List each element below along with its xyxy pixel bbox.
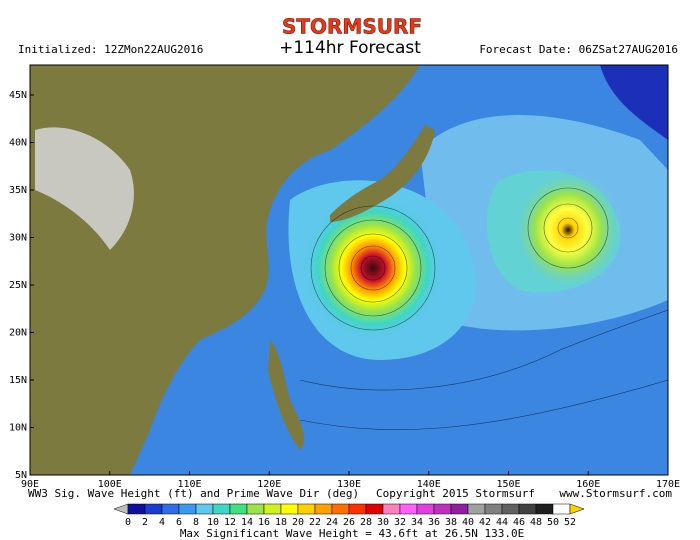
lat-label: 25N xyxy=(9,280,27,291)
lon-label: 120E xyxy=(257,479,281,490)
colorbar-swatch xyxy=(263,503,282,515)
colorbar-swatch xyxy=(297,503,316,515)
initialized: Initialized: 12ZMon22AUG2016 xyxy=(18,43,203,56)
lon-label: 100E xyxy=(98,479,122,490)
colorbar-label: 10 xyxy=(207,517,219,528)
lat-label: 45N xyxy=(9,90,27,101)
lat-label: 15N xyxy=(9,375,27,386)
colorbar-label: 36 xyxy=(428,517,440,528)
colorbar-label: 30 xyxy=(377,517,389,528)
colorbar-low-arrow xyxy=(113,503,129,515)
colorbar-label: 20 xyxy=(292,517,304,528)
colorbar-swatch xyxy=(382,503,401,515)
map xyxy=(30,65,668,475)
colorbar-swatch xyxy=(195,503,214,515)
colorbar-label: 18 xyxy=(275,517,287,528)
colorbar-label: 6 xyxy=(176,517,182,528)
colorbar-label: 14 xyxy=(241,517,253,528)
colorbar-swatch xyxy=(535,503,554,515)
colorbar-swatch xyxy=(501,503,520,515)
logo: STORMSURF xyxy=(282,15,422,39)
colorbar-high-arrow xyxy=(569,503,585,515)
colorbar-swatch xyxy=(331,503,350,515)
colorbar-label: 38 xyxy=(445,517,457,528)
lon-label: 90E xyxy=(21,479,39,490)
colorbar-label: 24 xyxy=(326,517,338,528)
colorbar-swatch xyxy=(365,503,384,515)
colorbar-label: 8 xyxy=(193,517,199,528)
colorbar-label: 50 xyxy=(547,517,559,528)
colorbar-swatch xyxy=(399,503,418,515)
forecast-date: Forecast Date: 06ZSat27AUG2016 xyxy=(479,43,678,56)
colorbar-label: 12 xyxy=(224,517,236,528)
lat-label: 30N xyxy=(9,233,27,244)
colorbar-swatch xyxy=(433,503,452,515)
colorbar-label: 52 xyxy=(564,517,576,528)
colorbar-label: 32 xyxy=(394,517,406,528)
colorbar-label: 34 xyxy=(411,517,423,528)
max-wave-note: Max Significant Wave Height = 43.6ft at … xyxy=(180,527,524,540)
colorbar-swatch xyxy=(212,503,231,515)
colorbar-label: 2 xyxy=(142,517,148,528)
colorbar-label: 44 xyxy=(496,517,508,528)
colorbar-label: 48 xyxy=(530,517,542,528)
colorbar-label: 28 xyxy=(360,517,372,528)
lon-label: 150E xyxy=(496,479,520,490)
lat-label: 35N xyxy=(9,185,27,196)
colorbar-swatch xyxy=(280,503,299,515)
colorbar-label: 22 xyxy=(309,517,321,528)
lon-label: 130E xyxy=(337,479,361,490)
lon-label: 160E xyxy=(576,479,600,490)
copyright: Copyright 2015 Stormsurf xyxy=(376,487,535,500)
colorbar-swatch xyxy=(450,503,469,515)
colorbar: 0 2 4 6 8 10 12 14 16 18 20 22 24 26 28 30 32 34 36 38 40 42 4… xyxy=(113,503,585,528)
colorbar-label: 26 xyxy=(343,517,355,528)
colorbar-swatch xyxy=(552,503,571,515)
colorbar-label: 4 xyxy=(159,517,165,528)
colorbar-swatch xyxy=(314,503,333,515)
colorbar-label: 40 xyxy=(462,517,474,528)
colorbar-swatch xyxy=(416,503,435,515)
colorbar-label: 46 xyxy=(513,517,525,528)
forecast-hour: +114hr Forecast xyxy=(279,38,421,58)
colorbar-swatch xyxy=(144,503,163,515)
lon-label: 140E xyxy=(417,479,441,490)
colorbar-swatch xyxy=(348,503,367,515)
colorbar-swatch xyxy=(518,503,537,515)
lat-label: 5N xyxy=(15,470,27,481)
colorbar-swatch xyxy=(127,503,146,515)
colorbar-swatch xyxy=(467,503,486,515)
colorbar-label: 0 xyxy=(125,517,131,528)
website: www.Stormsurf.com xyxy=(559,487,672,500)
lon-label: 110E xyxy=(177,479,201,490)
lat-label: 20N xyxy=(9,328,27,339)
colorbar-swatch xyxy=(178,503,197,515)
product-label: WW3 Sig. Wave Height (ft) and Prime Wave… xyxy=(28,487,359,500)
colorbar-swatch xyxy=(484,503,503,515)
lat-label: 10N xyxy=(9,423,27,434)
colorbar-swatch xyxy=(246,503,265,515)
colorbar-label: 16 xyxy=(258,517,270,528)
colorbar-swatch xyxy=(229,503,248,515)
lat-label: 40N xyxy=(9,138,27,149)
colorbar-swatch xyxy=(161,503,180,515)
colorbar-label: 42 xyxy=(479,517,491,528)
lon-label: 170E xyxy=(656,479,680,490)
